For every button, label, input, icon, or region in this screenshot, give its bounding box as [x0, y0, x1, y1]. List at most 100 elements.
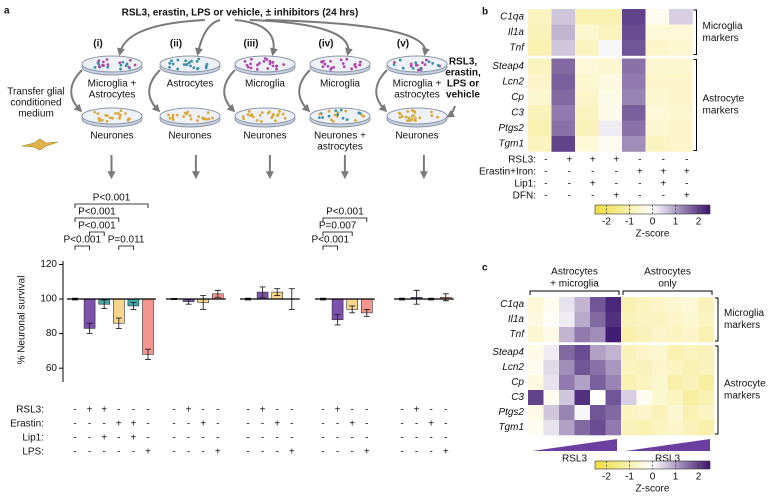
condition-sign: -: [261, 447, 264, 458]
cell: [406, 119, 409, 123]
heat-cell: [605, 360, 622, 376]
condition-sign: -: [430, 447, 433, 458]
heat-cell: [543, 297, 560, 313]
cell: [268, 59, 272, 63]
cell: [329, 68, 333, 71]
cell: [205, 62, 209, 66]
condition-sign: -: [544, 155, 547, 166]
cell: [93, 66, 97, 69]
heat-cell: [669, 24, 693, 41]
cell: [101, 63, 104, 67]
heat-cell: [528, 24, 552, 41]
direct-label: RSL3,: [449, 57, 478, 68]
heat-cell: [621, 360, 637, 376]
cell: [186, 110, 190, 114]
cell: [206, 111, 210, 115]
p-value: P<0.001: [312, 235, 350, 246]
colorbar-tick-label: -2: [602, 217, 611, 228]
cell: [258, 61, 261, 65]
cell: [123, 112, 127, 115]
cell: [275, 67, 278, 71]
condition-sign: +: [613, 191, 619, 202]
row-bracket: [693, 59, 697, 151]
direct-label: vehicle: [446, 90, 480, 101]
cell: [334, 109, 338, 113]
condition-row-label: Lip1:: [514, 179, 536, 190]
cell: [400, 114, 404, 118]
cell: [248, 114, 252, 118]
condition-label: (iv): [319, 39, 334, 50]
cell: [187, 61, 191, 64]
cell: [119, 109, 123, 113]
cell: [175, 113, 179, 117]
row-label: Tgm1: [498, 422, 524, 433]
condition-sign: -: [415, 419, 418, 430]
condition-sign: -: [261, 419, 264, 430]
condition-sign: -: [146, 405, 149, 416]
heat-cell: [528, 390, 544, 406]
cell: [336, 111, 340, 114]
heat-cell: [551, 136, 576, 152]
condition-sign: -: [568, 167, 571, 178]
heat-cell: [559, 327, 575, 343]
condition-sign: -: [172, 419, 175, 430]
condition-sign: -: [615, 179, 618, 190]
heat-cell: [559, 390, 575, 406]
heat-cell: [574, 375, 591, 391]
cell: [417, 68, 420, 72]
row-label: Cp: [511, 92, 524, 103]
heat-cell: [551, 89, 576, 106]
error-bar: [259, 286, 266, 298]
condition-sign: -: [187, 419, 190, 430]
condition-sign: +: [566, 155, 572, 166]
cell: [114, 111, 117, 115]
cell: [192, 66, 196, 70]
column-group-label: only: [658, 279, 676, 290]
row-bracket: [715, 345, 719, 435]
condition-sign: +: [116, 419, 122, 430]
condition-sign: +: [684, 191, 690, 202]
row-label: Steap4: [492, 61, 524, 72]
cell: [431, 61, 435, 65]
cell: [250, 57, 253, 61]
heat-cell: [575, 74, 599, 90]
condition-row-label: RSL3:: [16, 405, 44, 416]
row-label: C1qa: [500, 299, 524, 310]
heat-cell: [559, 297, 575, 313]
cell: [412, 109, 416, 113]
cell: [418, 116, 422, 120]
error-bar: [115, 317, 122, 329]
bracket: [118, 245, 134, 250]
heat-cell: [543, 420, 560, 436]
cell: [249, 62, 252, 66]
condition-sign: +: [260, 405, 266, 416]
cell: [201, 116, 205, 120]
heat-cell: [590, 405, 606, 421]
cell: [259, 120, 263, 123]
cell: [419, 67, 423, 71]
culture-label: Neurones: [90, 131, 133, 142]
cell: [168, 65, 171, 69]
heat-cell: [605, 420, 622, 436]
direct-label: LPS or: [447, 79, 479, 90]
heat-cell: [590, 420, 606, 436]
row-group-label: markers: [703, 33, 739, 44]
condition-sign: -: [103, 447, 106, 458]
cell: [168, 61, 172, 65]
cell: [196, 67, 200, 71]
cell: [168, 116, 172, 120]
heat-cell: [622, 74, 646, 90]
row-group-label: markers: [724, 320, 760, 331]
bracket: [74, 217, 120, 222]
cell: [412, 114, 416, 118]
direct-label: erastin,: [445, 68, 481, 79]
condition-sign: +: [660, 167, 666, 178]
condition-sign: -: [73, 419, 76, 430]
cell: [321, 65, 325, 69]
condition-sign: -: [430, 405, 433, 416]
heat-cell: [652, 420, 668, 436]
heat-cell: [605, 312, 622, 328]
condition-sign: -: [444, 433, 447, 444]
cell: [241, 115, 245, 119]
